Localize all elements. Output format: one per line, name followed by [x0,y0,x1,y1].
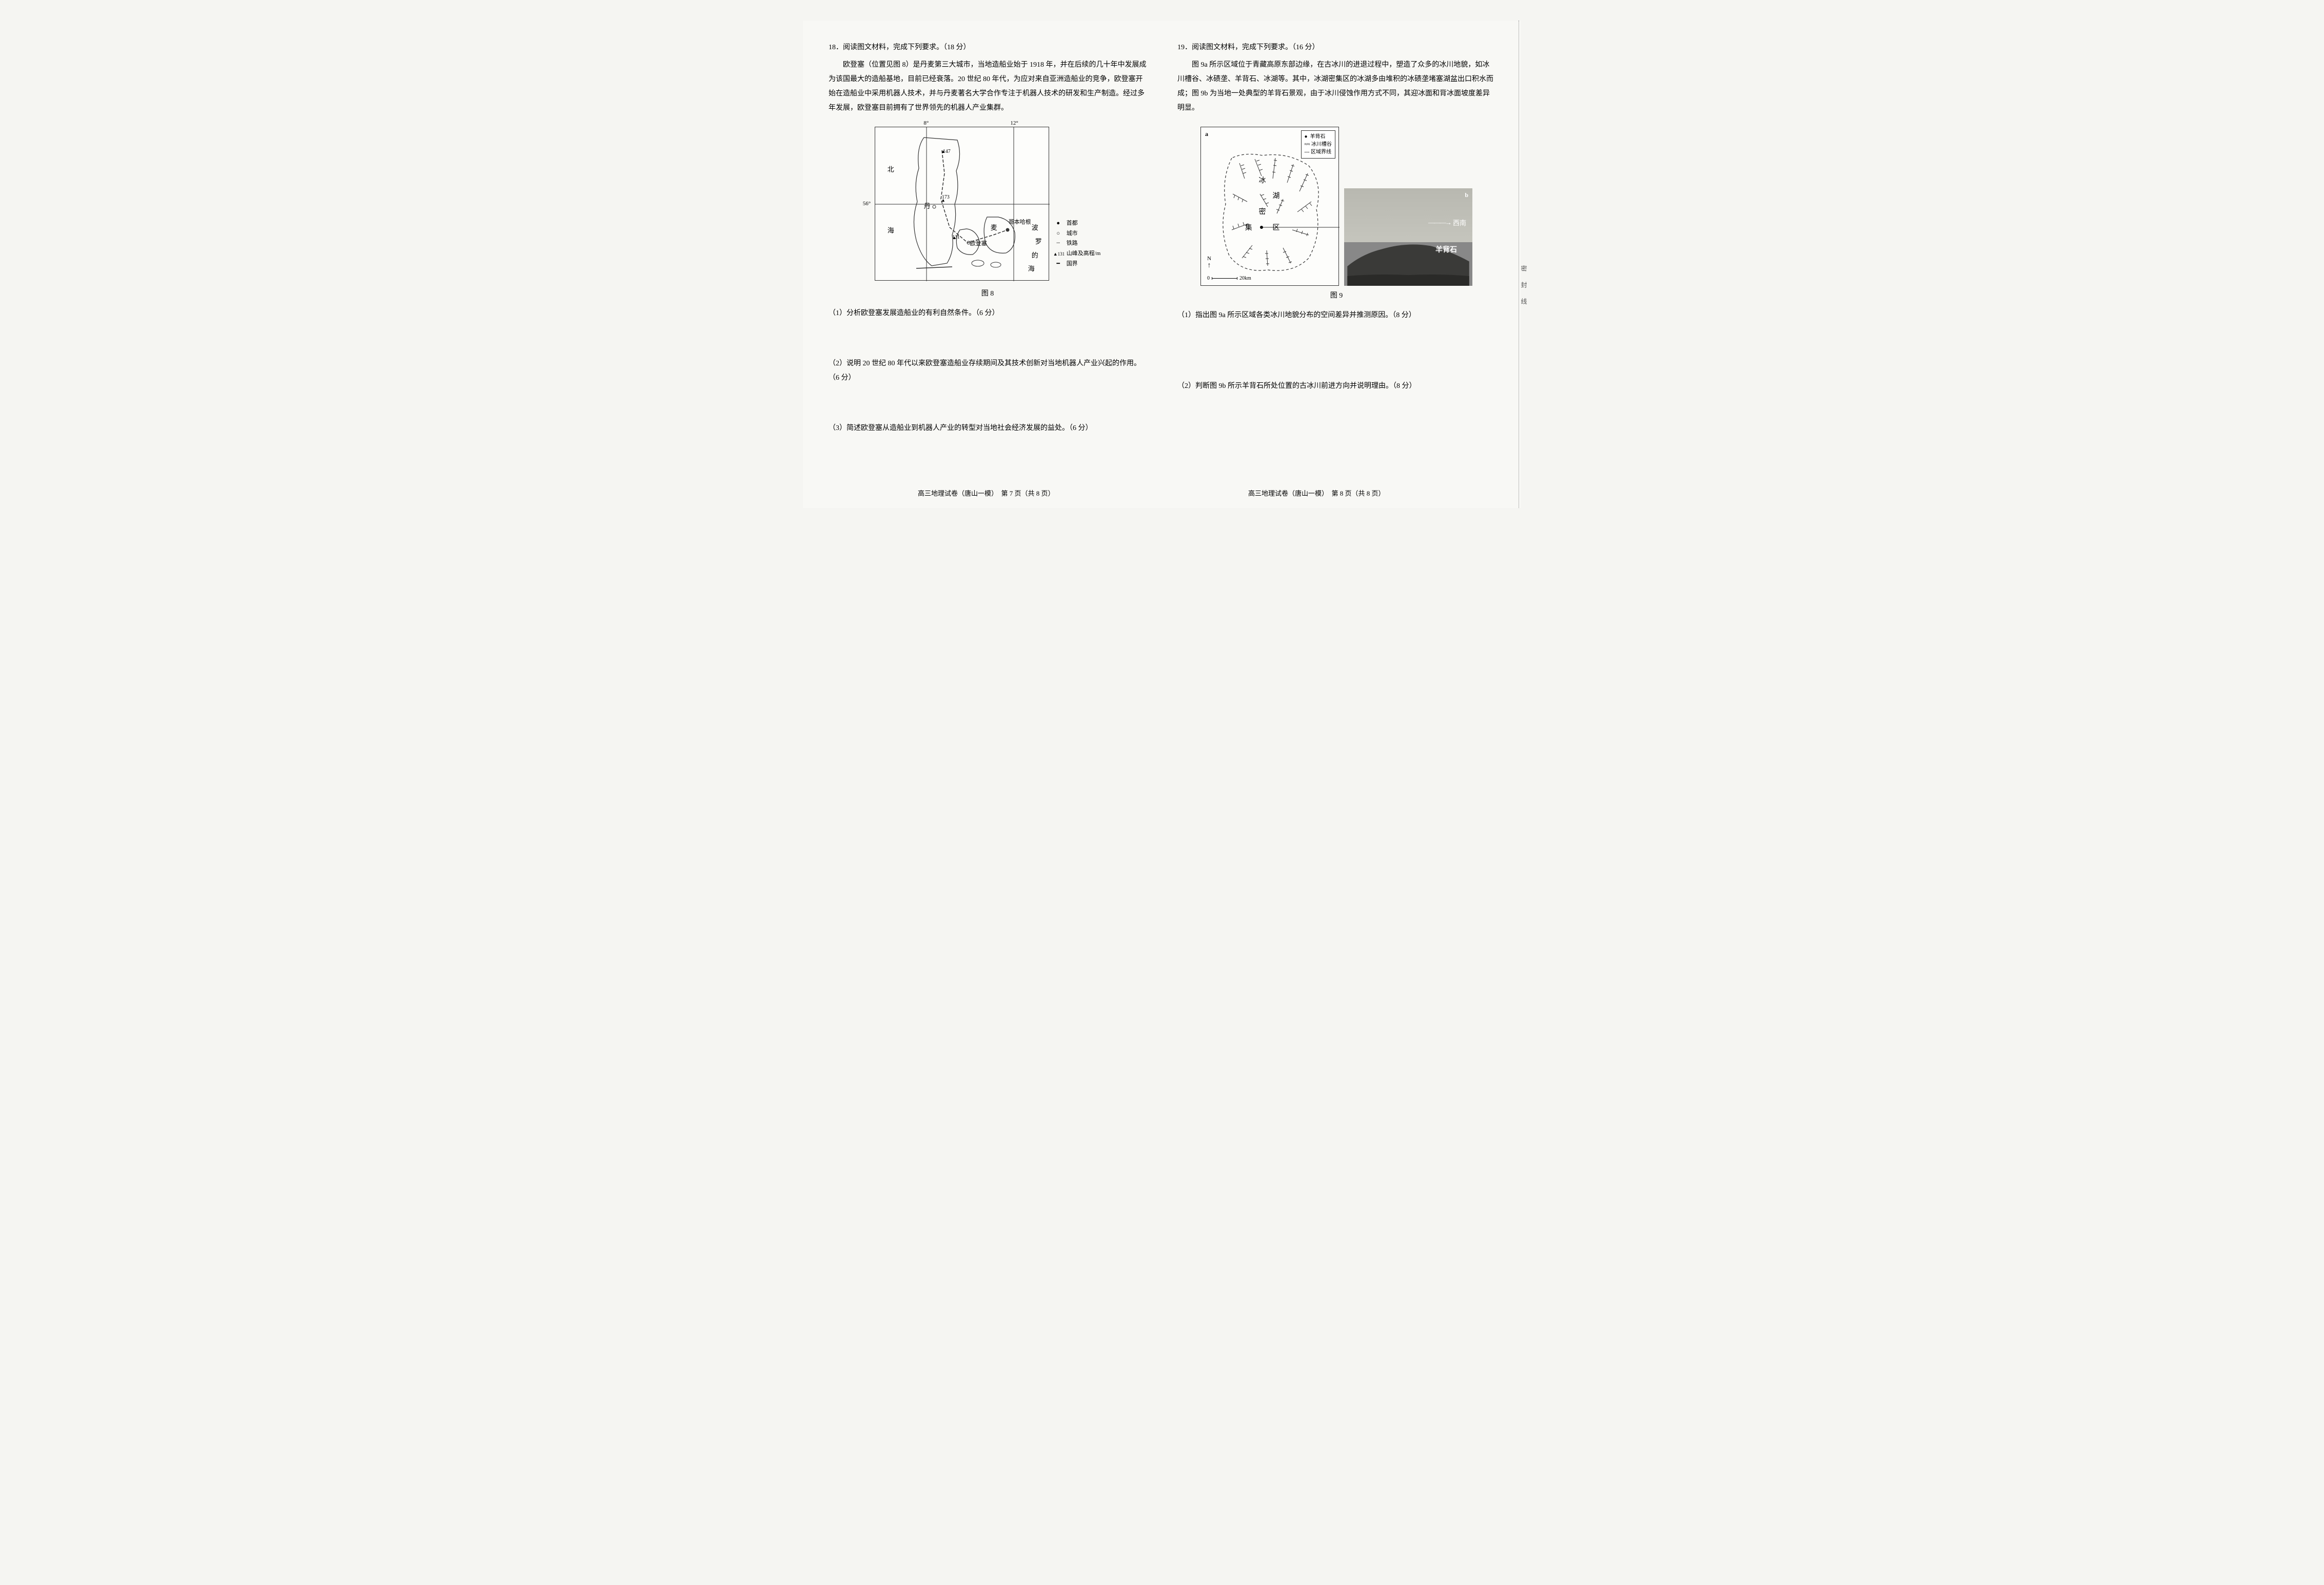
q18-intro: 欧登塞（位置见图 8）是丹麦第三大城市，当地造船业始于 1918 年，并在后续的… [829,58,1147,115]
region-label-2: 湖 [1272,190,1283,201]
north-arrow-icon: N ↑ [1207,256,1211,270]
q18-sub3: （3）简述欧登塞从造船业到机器人产业的转型对当地社会经济发展的益处。（6 分） [829,421,1147,436]
legend-peak: ▲131山峰及高程/m [1053,249,1101,259]
figure9b: b ———→ 西南 羊背石 [1344,188,1472,286]
scale-bar: 0 20km [1207,276,1251,281]
peak-icon: ▲131 [1053,250,1063,258]
figure9-container: a ● 羊背石 ≈≈ 冰川槽谷 --- 区域界线 [1177,127,1495,286]
figure9a: a ● 羊背石 ≈≈ 冰川槽谷 --- 区域界线 [1200,127,1339,286]
figure8-container: 8° 12° 56° [829,127,1147,281]
footer-page7: 高三地理试卷（唐山一模） 第 7 页（共 8 页） [918,488,1055,498]
exam-paper: 18．阅读图文材料，完成下列要求。（18 分） 欧登塞（位置见图 8）是丹麦第三… [803,21,1521,508]
city-odense: 欧登塞 [970,239,987,247]
scale-line-icon [1212,278,1237,279]
arrow-right-icon: ———→ [1428,219,1451,227]
binding-line: 密封线 [1519,21,1529,508]
legend-capital: ●首都 [1053,219,1101,228]
legend-yangbei: ● 羊背石 [1305,133,1332,141]
north-sea-2: 海 [885,227,895,238]
legend-railway: ┄铁路 [1053,239,1101,248]
north-sea-1: 北 [885,166,895,177]
q19-intro: 图 9a 所示区域位于青藏高原东部边缘，在古冰川的进退过程中，塑造了众多的冰川地… [1177,58,1495,115]
q18-sub1: （1）分析欧登塞发展造船业的有利自然条件。（6 分） [829,306,1147,321]
legend-boundary: --- 区域界线 [1305,148,1332,156]
city-copenhagen: 哥本哈根 [1009,218,1031,226]
legend-trough: ≈≈ 冰川槽谷 [1305,141,1332,148]
left-column: 18．阅读图文材料，完成下列要求。（18 分） 欧登塞（位置见图 8）是丹麦第三… [829,41,1147,477]
fig9a-legend: ● 羊背石 ≈≈ 冰川槽谷 --- 区域界线 [1301,130,1335,159]
dot-hollow-icon: ○ [1053,229,1063,239]
q19-sub2: （2）判断图 9b 所示羊背石所处位置的古冰川前进方向并说明理由。（8 分） [1177,379,1495,394]
lat-56: 56° [863,201,871,207]
fig9b-direction-arrow: ———→ 西南 [1428,218,1466,227]
q18-title: 阅读图文材料，完成下列要求。（18 分） [843,44,971,51]
figure8-legend: ●首都 ○城市 ┄铁路 ▲131山峰及高程/m ━国界 [1053,127,1101,269]
lon-12: 12° [1010,120,1018,126]
region-label-1: 冰 [1259,175,1269,185]
q19-sub1: （1）指出图 9a 所示区域各类冰川地貌分布的空间差异并推测原因。（8 分） [1177,308,1495,323]
q19-number: 19． [1177,44,1192,51]
dot-filled-icon: ● [1053,219,1063,228]
fig9b-marker: b [1465,191,1468,199]
baltic-3: 的 [1032,250,1038,260]
q19-header: 19．阅读图文材料，完成下列要求。（16 分） [1177,41,1495,54]
q18-sub2: （2）说明 20 世纪 80 年代以来欧登塞造船业存续期间及其技术创新对当地机器… [829,357,1147,385]
peak-173: 173 [942,194,950,200]
region-label-5: 区 [1272,222,1283,232]
fig9a-marker: a [1205,130,1208,138]
q18-header: 18．阅读图文材料，完成下列要求。（18 分） [829,41,1147,54]
arrow-up-icon: ↑ [1207,262,1211,270]
peak-147: 147 [943,149,951,154]
baltic-2: 罗 [1035,236,1042,246]
fig9b-rock-svg [1344,227,1472,286]
baltic-1: 波 [1032,222,1038,232]
country-mai: 麦 [991,222,997,232]
right-column: 19．阅读图文材料，完成下列要求。（16 分） 图 9a 所示区域位于青藏高原东… [1177,41,1495,477]
figure9-caption: 图 9 [1177,290,1495,300]
denmark-map-svg: ▲ ▲ ▲ [875,127,1050,281]
rail-icon: ┄ [1053,239,1063,248]
fig9b-rock-label: 羊背石 [1435,244,1457,255]
figure8-caption: 图 8 [829,288,1147,298]
region-label-3: 密 [1259,206,1269,217]
peak-131: 131 [952,234,960,240]
border-icon: ━ [1053,260,1063,269]
lon-8: 8° [923,120,929,126]
footer-page8: 高三地理试卷（唐山一模） 第 8 页（共 8 页） [1248,488,1385,498]
baltic-4: 海 [1028,263,1035,273]
region-label-4: 集 [1245,222,1255,232]
q19-title: 阅读图文材料，完成下列要求。（16 分） [1192,44,1319,51]
legend-city: ○城市 [1053,229,1101,239]
figure8-map: 8° 12° 56° [875,127,1049,281]
country-dan: 丹 [924,201,931,210]
legend-border: ━国界 [1053,260,1101,269]
q18-number: 18． [829,44,843,51]
